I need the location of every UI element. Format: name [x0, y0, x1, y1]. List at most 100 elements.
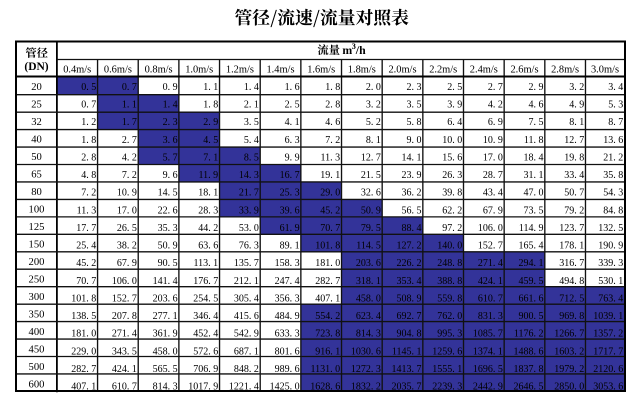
svg-text:2442. 9: 2442. 9 [473, 382, 503, 393]
svg-text:50. 7: 50. 7 [564, 188, 584, 199]
svg-text:1039. 1: 1039. 1 [593, 311, 623, 322]
svg-text:814. 3: 814. 3 [153, 382, 178, 393]
svg-text:203. 6: 203. 6 [153, 293, 178, 304]
svg-text:47. 0: 47. 0 [524, 188, 544, 199]
svg-text:1717. 7: 1717. 7 [593, 346, 623, 357]
svg-text:1145. 1: 1145. 1 [392, 346, 422, 357]
svg-text:113. 1: 113. 1 [194, 258, 219, 269]
svg-text:79. 2: 79. 2 [564, 205, 584, 216]
svg-text:969. 8: 969. 8 [559, 311, 584, 322]
svg-text:762. 0: 762. 0 [437, 311, 462, 322]
svg-text:176. 7: 176. 7 [193, 276, 218, 287]
svg-text:76. 3: 76. 3 [239, 241, 259, 252]
svg-text:4. 2: 4. 2 [122, 152, 137, 163]
svg-text:0. 9: 0. 9 [163, 82, 178, 93]
svg-text:254. 5: 254. 5 [193, 293, 218, 304]
svg-text:31. 1: 31. 1 [524, 170, 544, 181]
svg-text:1. 8: 1. 8 [203, 100, 218, 111]
svg-text:32: 32 [31, 117, 42, 128]
svg-text:633. 3: 633. 3 [275, 329, 300, 340]
svg-text:305. 4: 305. 4 [234, 293, 259, 304]
svg-text:2035. 7: 2035. 7 [392, 382, 422, 393]
svg-text:12. 7: 12. 7 [361, 152, 381, 163]
svg-text:200: 200 [29, 257, 45, 268]
svg-text:530. 1: 530. 1 [598, 276, 623, 287]
svg-text:2. 8: 2. 8 [325, 100, 340, 111]
svg-text:190. 9: 190. 9 [598, 241, 623, 252]
svg-text:458. 0: 458. 0 [153, 346, 178, 357]
svg-text:8. 5: 8. 5 [244, 152, 259, 163]
svg-text:508. 9: 508. 9 [397, 293, 422, 304]
svg-text:165. 4: 165. 4 [519, 241, 544, 252]
svg-text:2.4m/s: 2.4m/s [470, 65, 498, 76]
svg-text:1.2m/s: 1.2m/s [226, 65, 254, 76]
svg-text:181. 0: 181. 0 [71, 329, 96, 340]
svg-text:2. 8: 2. 8 [81, 152, 96, 163]
svg-text:500: 500 [29, 362, 45, 373]
svg-text:2. 0: 2. 0 [366, 82, 381, 93]
svg-text:212. 1: 212. 1 [234, 276, 259, 287]
svg-text:18. 4: 18. 4 [524, 152, 544, 163]
svg-text:88. 4: 88. 4 [402, 223, 422, 234]
svg-text:9. 9: 9. 9 [285, 152, 300, 163]
svg-text:25. 3: 25. 3 [280, 188, 300, 199]
svg-text:900. 5: 900. 5 [519, 311, 544, 322]
svg-text:424. 1: 424. 1 [112, 364, 137, 375]
svg-text:40: 40 [31, 135, 42, 146]
svg-text:21. 7: 21. 7 [239, 188, 259, 199]
svg-text:484. 9: 484. 9 [275, 311, 300, 322]
svg-text:140. 0: 140. 0 [437, 241, 462, 252]
svg-text:10. 0: 10. 0 [442, 135, 462, 146]
svg-text:1603. 2: 1603. 2 [554, 346, 584, 357]
svg-text:250: 250 [29, 275, 45, 286]
svg-text:572. 6: 572. 6 [193, 346, 218, 357]
svg-text:1017. 9: 1017. 9 [188, 382, 218, 393]
svg-text:3. 9: 3. 9 [447, 100, 462, 111]
svg-text:407. 1: 407. 1 [315, 293, 340, 304]
svg-text:7. 2: 7. 2 [81, 188, 96, 199]
svg-text:763. 4: 763. 4 [598, 293, 623, 304]
svg-text:542. 9: 542. 9 [234, 329, 259, 340]
svg-text:0.8m/s: 0.8m/s [145, 65, 173, 76]
svg-text:4. 5: 4. 5 [203, 135, 218, 146]
svg-text:11. 3: 11. 3 [321, 152, 341, 163]
svg-text:6. 9: 6. 9 [488, 117, 503, 128]
svg-text:2. 5: 2. 5 [285, 100, 300, 111]
svg-text:559. 8: 559. 8 [437, 293, 462, 304]
svg-text:450: 450 [29, 345, 45, 356]
svg-text:282. 7: 282. 7 [71, 364, 96, 375]
svg-text:687. 1: 687. 1 [234, 346, 259, 357]
svg-text:19. 1: 19. 1 [320, 170, 340, 181]
svg-text:282. 7: 282. 7 [315, 276, 340, 287]
svg-text:2. 5: 2. 5 [447, 82, 462, 93]
svg-text:904. 8: 904. 8 [397, 329, 422, 340]
svg-text:5. 7: 5. 7 [163, 152, 178, 163]
svg-text:2850. 0: 2850. 0 [554, 382, 584, 393]
svg-text:14. 3: 14. 3 [239, 170, 259, 181]
svg-text:226. 2: 226. 2 [397, 258, 422, 269]
svg-text:89. 1: 89. 1 [280, 241, 300, 252]
svg-text:3. 5: 3. 5 [244, 117, 259, 128]
svg-text:4. 1: 4. 1 [285, 117, 300, 128]
svg-text:407. 1: 407. 1 [71, 382, 96, 393]
svg-text:7. 2: 7. 2 [122, 170, 137, 181]
svg-text:17. 7: 17. 7 [76, 223, 96, 234]
svg-text:1413. 7: 1413. 7 [392, 364, 422, 375]
svg-text:70. 7: 70. 7 [76, 276, 96, 287]
svg-text:11. 9: 11. 9 [199, 170, 219, 181]
svg-text:1030. 6: 1030. 6 [351, 346, 381, 357]
svg-text:356. 3: 356. 3 [275, 293, 300, 304]
svg-text:0.6m/s: 0.6m/s [104, 65, 132, 76]
svg-text:106. 0: 106. 0 [112, 276, 137, 287]
svg-text:35. 3: 35. 3 [158, 223, 178, 234]
svg-text:54. 3: 54. 3 [603, 188, 623, 199]
svg-text:2.6m/s: 2.6m/s [510, 65, 538, 76]
svg-text:25. 4: 25. 4 [76, 241, 96, 252]
svg-text:692. 7: 692. 7 [397, 311, 422, 322]
svg-text:0. 7: 0. 7 [81, 100, 96, 111]
svg-text:32. 6: 32. 6 [361, 188, 381, 199]
svg-text:916. 1: 916. 1 [315, 346, 340, 357]
svg-text:1979. 2: 1979. 2 [554, 364, 584, 375]
svg-text:318. 1: 318. 1 [356, 276, 381, 287]
svg-text:50. 9: 50. 9 [361, 205, 381, 216]
